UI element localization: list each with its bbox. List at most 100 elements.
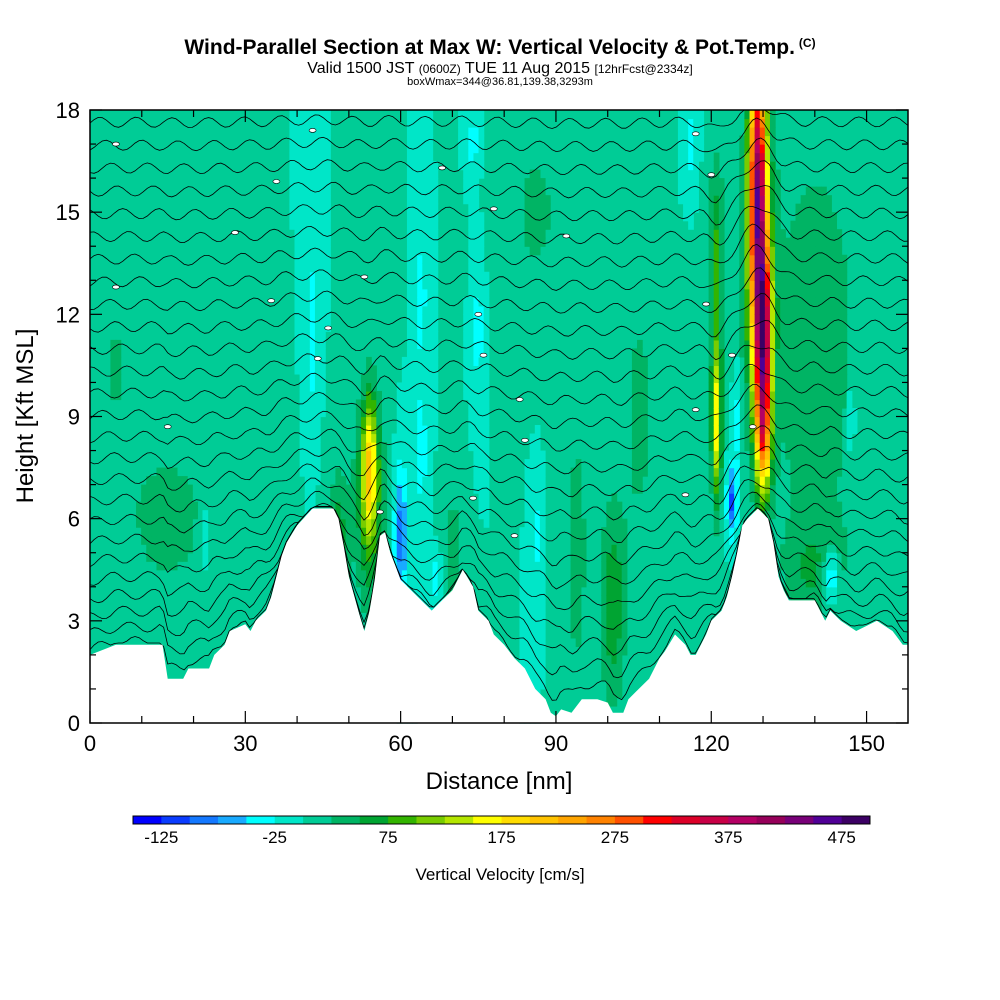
velocity-cell	[371, 425, 377, 435]
velocity-cell	[309, 382, 316, 392]
velocity-cell	[570, 544, 577, 554]
velocity-cell	[723, 459, 730, 469]
velocity-cell	[427, 203, 434, 213]
velocity-cell	[810, 407, 817, 418]
velocity-cell	[371, 535, 377, 545]
velocity-cell	[304, 484, 311, 494]
velocity-cell	[713, 356, 720, 367]
velocity-cell	[432, 442, 439, 452]
velocity-cell	[325, 110, 331, 120]
velocity-cell	[422, 586, 429, 596]
velocity-cell	[841, 561, 848, 571]
velocity-cell	[708, 246, 715, 256]
velocity-cell	[417, 450, 423, 460]
velocity-cell	[754, 280, 761, 290]
velocity-cell	[841, 297, 848, 307]
velocity-cell	[171, 501, 178, 511]
velocity-cell	[606, 569, 613, 579]
velocity-cell	[601, 654, 607, 664]
velocity-cell	[749, 416, 756, 426]
velocity-cell	[790, 416, 797, 426]
velocity-cell	[683, 203, 689, 213]
velocity-cell	[769, 161, 776, 171]
velocity-cell	[519, 595, 526, 605]
velocity-cell	[744, 144, 751, 154]
velocity-cell	[754, 365, 761, 375]
velocity-cell	[299, 271, 306, 281]
velocity-cell	[713, 280, 720, 290]
velocity-cell	[309, 110, 316, 120]
velocity-cell	[427, 297, 434, 307]
velocity-cell	[836, 322, 843, 332]
velocity-cell	[524, 237, 531, 247]
velocity-cell	[601, 671, 607, 682]
velocity-cell	[182, 484, 188, 494]
velocity-cell	[529, 237, 536, 247]
velocity-cell	[769, 212, 776, 222]
velocity-cell	[780, 365, 786, 375]
velocity-cell	[642, 382, 648, 392]
velocity-cell	[785, 280, 792, 290]
velocity-cell	[790, 254, 797, 264]
velocity-cell	[718, 390, 725, 401]
velocity-cell	[304, 118, 311, 128]
velocity-cell	[718, 382, 725, 392]
velocity-cell	[795, 365, 802, 375]
velocity-cell	[463, 127, 469, 137]
velocity-cell	[611, 561, 618, 571]
velocity-cell	[739, 169, 745, 179]
velocity-cell	[529, 186, 536, 196]
velocity-cell	[539, 220, 546, 230]
velocity-cell	[299, 322, 306, 332]
velocity-cell	[529, 220, 536, 230]
velocity-cell	[759, 476, 766, 486]
velocity-cell	[432, 339, 439, 349]
velocity-cell	[314, 152, 321, 162]
velocity-cell	[810, 501, 817, 511]
velocity-cell	[683, 127, 689, 137]
velocity-cell	[309, 169, 316, 179]
velocity-cell	[432, 195, 439, 205]
velocity-cell	[769, 178, 776, 188]
velocity-cell	[524, 476, 531, 486]
velocity-cell	[836, 382, 843, 392]
velocity-cell	[815, 220, 822, 230]
velocity-cell	[524, 518, 531, 528]
velocity-cell	[754, 467, 761, 477]
velocity-cell	[744, 390, 751, 401]
velocity-cell	[396, 399, 403, 409]
velocity-cell	[151, 484, 158, 494]
theta-contour	[89, 109, 909, 129]
velocity-cell	[780, 237, 786, 247]
velocity-cell	[642, 467, 648, 477]
velocity-cell	[575, 637, 582, 647]
velocity-cell	[412, 561, 418, 571]
velocity-cell	[483, 288, 490, 298]
velocity-cell	[534, 629, 541, 639]
velocity-cell	[723, 484, 730, 494]
velocity-cell	[524, 484, 531, 494]
velocity-cell	[790, 229, 797, 239]
velocity-cell	[422, 450, 429, 460]
velocity-cell	[417, 339, 423, 349]
velocity-cell	[473, 186, 480, 196]
velocity-cell	[785, 263, 792, 273]
velocity-cell	[764, 144, 771, 154]
velocity-cell	[412, 450, 418, 460]
velocity-cell	[176, 501, 183, 511]
velocity-cell	[611, 569, 618, 579]
velocity-cell	[729, 459, 735, 469]
velocity-cell	[580, 518, 587, 528]
velocity-cell	[325, 212, 331, 222]
velocity-cell	[795, 484, 802, 494]
velocity-cell	[749, 118, 756, 128]
velocity-cell	[534, 501, 541, 511]
velocity-cell	[320, 314, 326, 324]
velocity-cell	[330, 501, 336, 511]
velocity-cell	[805, 314, 812, 324]
velocity-cell	[473, 373, 480, 384]
velocity-cell	[611, 654, 618, 664]
velocity-cell	[836, 510, 843, 520]
velocity-cell	[304, 425, 311, 435]
velocity-cell	[294, 212, 301, 222]
